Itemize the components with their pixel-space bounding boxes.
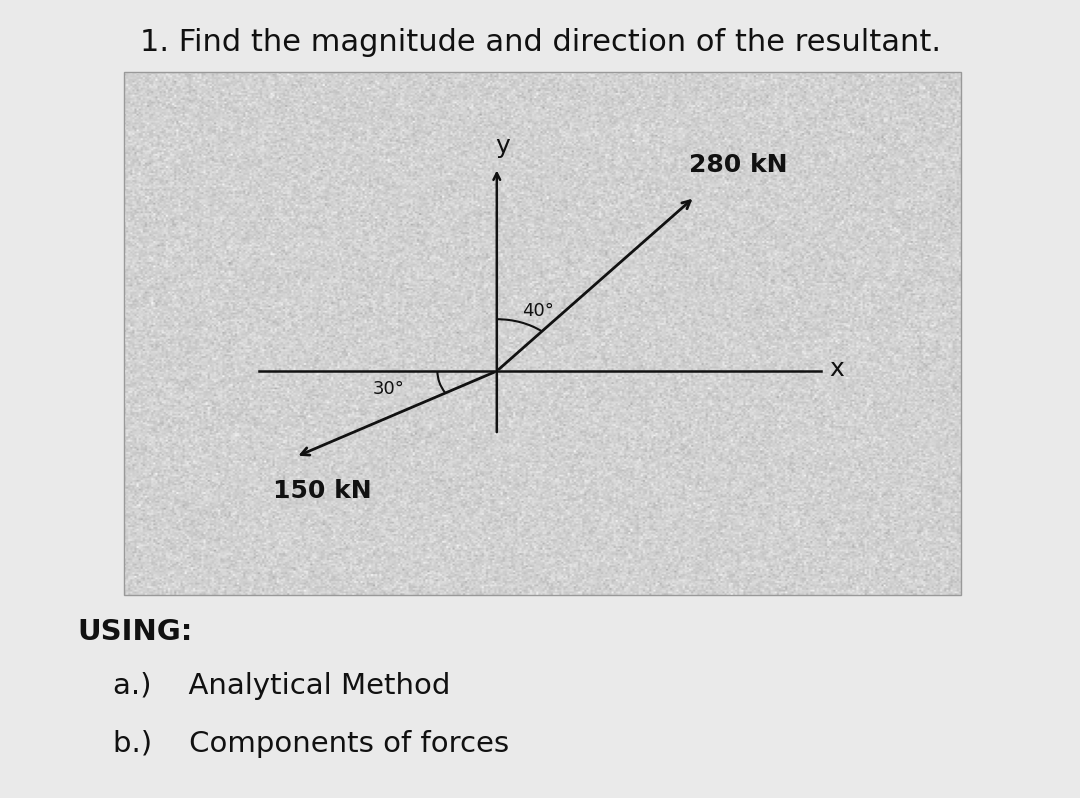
Bar [124, 72, 961, 595]
Text: 30°: 30° [373, 380, 405, 398]
Text: 40°: 40° [523, 302, 554, 320]
Text: a.)    Analytical Method: a.) Analytical Method [113, 672, 450, 700]
Text: 150 kN: 150 kN [273, 479, 372, 504]
Text: x: x [829, 357, 845, 381]
Text: 1. Find the magnitude and direction of the resultant.: 1. Find the magnitude and direction of t… [139, 28, 941, 57]
Text: y: y [495, 134, 510, 158]
Text: USING:: USING: [78, 618, 193, 646]
Text: 280 kN: 280 kN [689, 153, 787, 177]
Text: b.)    Components of forces: b.) Components of forces [113, 730, 510, 758]
